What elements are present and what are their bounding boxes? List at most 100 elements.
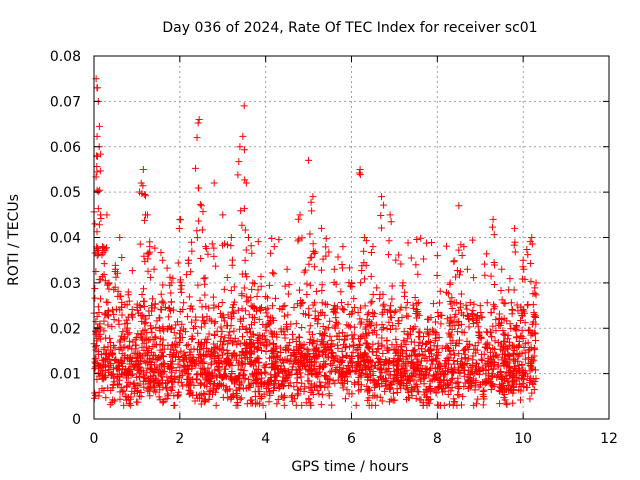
data-point: [402, 304, 410, 312]
data-point: [277, 325, 285, 333]
data-point: [130, 379, 138, 387]
data-point: [204, 250, 212, 258]
data-point: [105, 280, 113, 288]
data-point: [120, 401, 128, 409]
data-point: [257, 303, 265, 311]
data-point: [398, 313, 406, 321]
data-point: [149, 342, 157, 350]
data-point: [265, 398, 273, 406]
data-point: [219, 341, 227, 349]
data-point: [491, 345, 499, 353]
data-point: [112, 273, 120, 281]
data-point: [139, 165, 147, 173]
data-point: [208, 352, 216, 360]
data-point: [532, 337, 540, 345]
data-point: [408, 373, 416, 381]
data-point: [254, 286, 262, 294]
data-point: [269, 269, 277, 277]
data-point: [243, 355, 251, 363]
data-point: [426, 338, 434, 346]
data-point: [147, 377, 155, 385]
data-point: [195, 339, 203, 347]
data-point: [378, 310, 386, 318]
data-point: [369, 392, 377, 400]
data-point: [115, 380, 123, 388]
data-point: [243, 329, 251, 337]
data-point: [247, 349, 255, 357]
data-point: [215, 363, 223, 371]
data-point: [306, 322, 314, 330]
data-point: [310, 263, 318, 271]
data-point: [102, 244, 110, 252]
data-point: [524, 251, 532, 259]
data-point: [477, 309, 485, 317]
data-point: [489, 365, 497, 373]
data-point: [409, 347, 417, 355]
data-point: [310, 365, 318, 373]
data-point: [309, 193, 317, 201]
data-point: [244, 296, 252, 304]
data-point: [470, 274, 478, 282]
data-point: [302, 310, 310, 318]
data-point: [141, 334, 149, 342]
data-point: [338, 347, 346, 355]
data-point: [481, 271, 489, 279]
data-point: [273, 400, 281, 408]
x-tick-label: 0: [90, 431, 99, 447]
data-point: [324, 324, 332, 332]
data-point: [226, 328, 234, 336]
data-point: [388, 295, 396, 303]
data-point: [94, 187, 102, 195]
data-point: [200, 275, 208, 283]
data-point: [342, 342, 350, 350]
data-point: [429, 300, 437, 308]
data-point: [491, 337, 499, 345]
data-point: [222, 371, 230, 379]
x-tick-label: 8: [433, 431, 442, 447]
data-point: [419, 352, 427, 360]
data-point: [386, 211, 394, 219]
data-point: [144, 267, 152, 275]
data-point: [326, 332, 334, 340]
data-point: [210, 380, 218, 388]
data-point: [188, 332, 196, 340]
data-point: [359, 366, 367, 374]
data-point: [205, 395, 213, 403]
data-point: [145, 311, 153, 319]
data-point: [127, 370, 135, 378]
data-point: [407, 387, 415, 395]
data-point: [464, 315, 472, 323]
data-point: [250, 302, 258, 310]
data-point: [247, 242, 255, 250]
data-point: [379, 324, 387, 332]
data-point: [106, 401, 114, 409]
data-point: [125, 354, 133, 362]
data-point: [289, 363, 297, 371]
data-point: [532, 366, 540, 374]
data-point: [480, 392, 488, 400]
data-point: [443, 242, 451, 250]
data-point: [435, 333, 443, 341]
data-point: [369, 313, 377, 321]
data-point: [200, 389, 208, 397]
data-point: [494, 361, 502, 369]
data-point: [110, 316, 118, 324]
data-point: [423, 328, 431, 336]
data-point: [355, 358, 363, 366]
data-point: [177, 347, 185, 355]
data-point: [378, 397, 386, 405]
data-point: [461, 346, 469, 354]
data-point: [515, 337, 523, 345]
data-point: [305, 311, 313, 319]
data-point: [360, 259, 368, 267]
data-point: [343, 386, 351, 394]
data-point: [389, 375, 397, 383]
data-point: [236, 395, 244, 403]
data-point: [373, 331, 381, 339]
data-point: [188, 238, 196, 246]
data-point: [509, 349, 517, 357]
data-point: [268, 354, 276, 362]
data-point: [104, 321, 112, 329]
data-point: [284, 367, 292, 375]
data-point: [137, 312, 145, 320]
